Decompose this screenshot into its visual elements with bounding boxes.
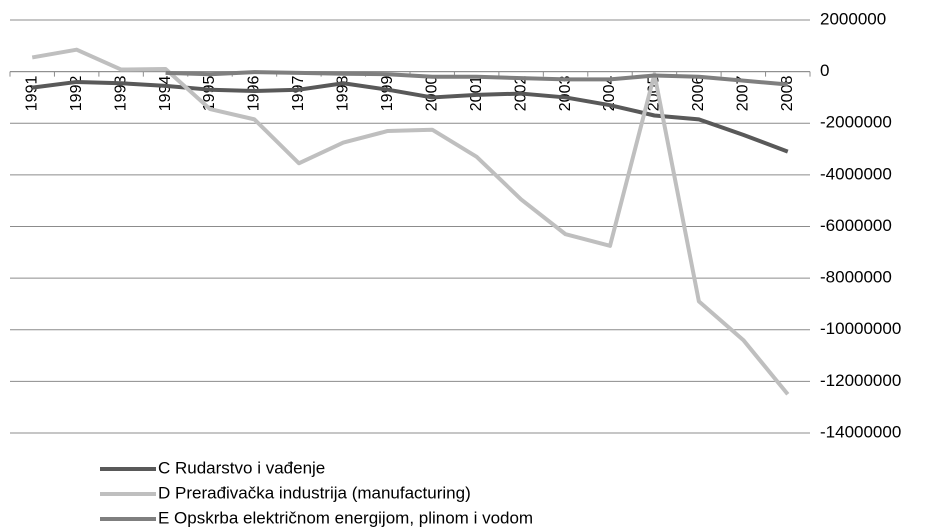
x-tick-label: 2006 <box>690 76 707 112</box>
series-line <box>31 47 790 396</box>
y-tick-label: -14000000 <box>820 422 901 441</box>
x-tick-label: 2003 <box>557 76 574 112</box>
y-tick-label: 2000000 <box>820 9 886 28</box>
legend-label: E Opskrba električnom energijom, plinom … <box>158 508 533 527</box>
x-tick-label: 1999 <box>379 76 396 112</box>
x-tick-label: 1993 <box>112 76 129 112</box>
legend-label: D Prerađivačka industrija (manufacturing… <box>158 483 471 502</box>
x-tick-label: 2007 <box>735 76 752 112</box>
x-tick-label: 2000 <box>423 76 440 112</box>
y-tick-label: -2000000 <box>820 113 892 132</box>
x-tick-label: 1997 <box>290 76 307 112</box>
series-line <box>165 70 788 87</box>
y-tick-label: -12000000 <box>820 371 901 390</box>
series-line <box>31 79 789 154</box>
y-tick-label: 0 <box>820 61 829 80</box>
x-tick-label: 2008 <box>779 76 796 112</box>
x-tick-label: 2004 <box>601 76 618 112</box>
legend-label: C Rudarstvo i vađenje <box>158 458 325 477</box>
y-tick-label: -4000000 <box>820 164 892 183</box>
y-tick-label: -8000000 <box>820 268 892 287</box>
y-tick-label: -10000000 <box>820 319 901 338</box>
x-tick-label: 1998 <box>335 76 352 112</box>
y-tick-label: -6000000 <box>820 216 892 235</box>
x-tick-label: 1994 <box>157 76 174 112</box>
x-tick-label: 1996 <box>246 76 263 112</box>
x-tick-label: 1991 <box>23 76 40 112</box>
